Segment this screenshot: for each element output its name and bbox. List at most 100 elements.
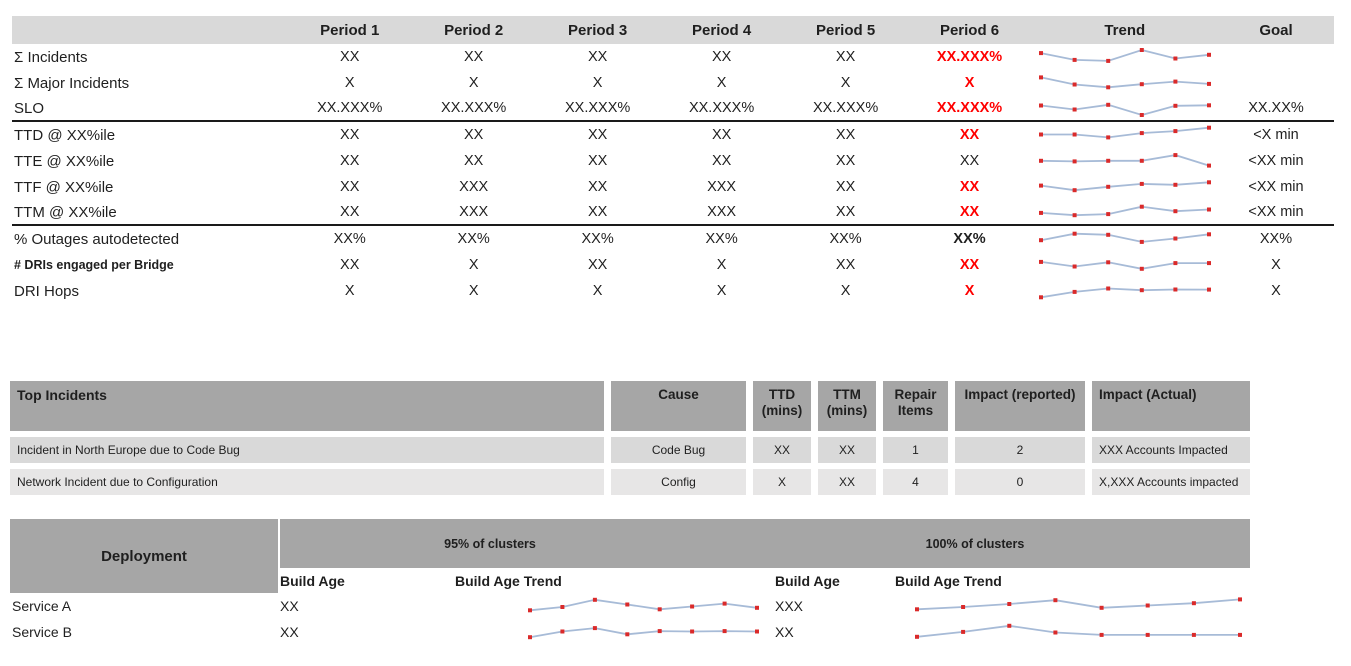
metric-value-period6: X [964,283,975,299]
metric-value: XX% [705,231,738,247]
metric-row: TTF @ XX%ile XX XXX XX XXX XX XX <XX min [12,174,1334,200]
period-header: Period 5 [815,21,876,39]
metric-row: # DRIs engaged per Bridge XX X XX X XX XX X [12,252,1334,278]
deployment-row: Service A XX XXX [10,593,1250,619]
metric-value-period6: XX [959,204,980,220]
sparkline-marker [1072,57,1077,62]
sparkline-marker [1072,132,1077,137]
trend-sparkline-cell [1032,45,1218,69]
incident-impact-reported: 2 [955,437,1085,463]
incident-column-header: TTD (mins) [753,381,811,431]
metric-value: XX [587,127,608,143]
sparkline-marker [1139,204,1144,209]
sparkline-marker [1173,182,1178,187]
sparkline-marker [1072,231,1077,236]
trend-sparkline-cell [1032,71,1218,95]
sparkline-marker [1139,48,1144,52]
build-age-95-value: XX [280,624,299,640]
incident-repair-items: 1 [883,437,948,463]
period-header: Period 2 [444,21,504,39]
sparkline-marker [690,604,695,609]
trend-header: Trend [1104,21,1146,39]
incident-ttd: XX [753,437,811,463]
sparkline-marker [657,607,662,612]
metric-value: XX [340,127,360,143]
metric-value: XX.XXX% [565,100,631,116]
sparkline-marker [1173,153,1178,158]
incident-cause: Code Bug [611,437,746,463]
sparkline-marker [1139,239,1144,244]
metric-value-period6: XX.XXX% [936,49,1003,65]
sparkline-marker [1191,632,1196,637]
metric-goal: XX.XX% [1248,100,1304,116]
sparkline [1038,231,1211,244]
sparkline-marker [1105,102,1110,107]
sparkline-marker [1038,75,1043,80]
incident-name: Incident in North Europe due to Code Bug [10,437,604,463]
metric-value: XX.XXX% [812,100,879,116]
goal-header: Goal [1259,21,1293,39]
sparkline-marker [1139,266,1144,271]
trend-sparkline-cell [1032,279,1218,303]
sparkline [915,623,1242,639]
sparkline-marker [560,605,565,609]
sparkline-marker [1105,184,1110,189]
metric-goal: X [1271,257,1281,273]
metric-value: XX [340,204,360,220]
sparkline-marker [592,626,597,631]
metric-label: DRI Hops [14,282,80,300]
metric-value: XX [835,153,856,169]
period-header: Period 3 [568,21,628,39]
period-header: Period 4 [692,21,752,39]
metric-value: X [344,283,355,299]
sparkline [1038,180,1211,193]
sparkline-marker [1053,598,1058,603]
sparkline-marker [1038,132,1043,137]
deployment-title: Deployment [10,519,278,593]
deployment-table: Deployment 95% of clusters 100% of cluste… [10,519,1250,645]
metric-goal: X [1271,283,1281,299]
sparkline-marker [1173,79,1178,84]
metric-value: XX% [581,231,614,247]
metric-value: XX [587,204,608,220]
deployment-subheader-row: Build Age Build Age Trend Build Age Build A… [280,568,1250,593]
metric-value: X [840,283,851,299]
incident-ttd: X [753,469,811,495]
sparkline-marker [1038,183,1043,188]
sparkline-marker [1206,180,1211,185]
sparkline-marker [560,629,565,634]
metric-value: XX.XXX% [441,100,507,116]
metric-value: XX.XXX% [688,100,755,116]
sparkline-marker [1105,58,1110,63]
period-header: Period 1 [320,21,380,39]
metric-row: % Outages autodetected XX% XX% XX% XX% XX% XX%… [12,226,1334,252]
metric-row: TTE @ XX%ile XX XX XX XX XX XX <XX min [12,148,1334,174]
sparkline-marker [1173,236,1178,241]
incident-ttm: XX [818,469,876,495]
sparkline-marker [1072,107,1077,112]
sparkline-marker [1139,181,1144,186]
sparkline-marker [1053,630,1058,635]
build-age-trend-100-cell [895,593,1250,619]
sparkline-marker [1139,82,1144,87]
metric-value: XX [835,257,856,273]
sparkline-marker [1145,632,1150,637]
build-age-trend-95-cell [455,619,770,645]
sparkline-marker [1105,158,1110,163]
sparkline-marker [755,605,759,610]
metric-value: XX% [457,231,490,247]
sparkline-marker [1206,287,1211,292]
metric-value: XX [835,127,856,143]
sparkline [1038,286,1211,300]
metric-row: DRI Hops X X X X X X X [12,278,1334,304]
sparkline [915,597,1242,612]
trend-sparkline-cell [1032,149,1218,173]
metric-row: TTD @ XX%ile XX XX XX XX XX XX <X min [12,122,1334,148]
sparkline-marker [528,635,532,640]
sparkline-marker [1238,632,1242,637]
metric-label: TTE @ XX%ile [14,152,115,170]
metric-goal: XX% [1259,231,1293,247]
sparkline-marker [755,629,759,634]
sparkline-marker [1038,158,1043,163]
build-age-100-value: XX [775,624,794,640]
